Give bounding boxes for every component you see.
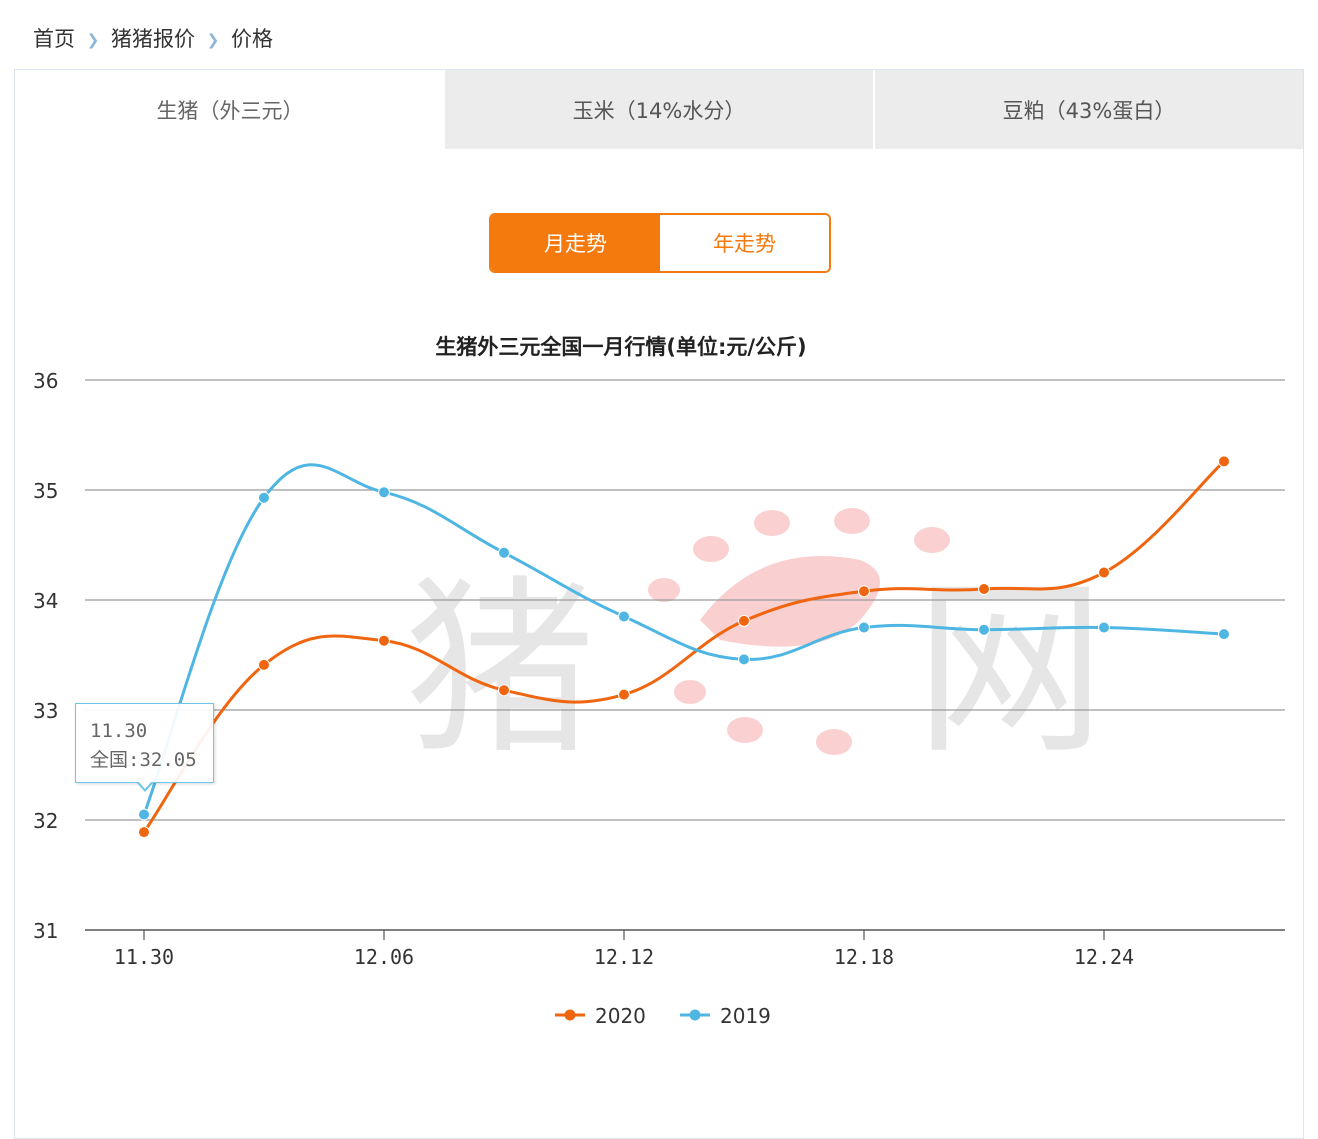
data-point-2020 (378, 634, 390, 647)
tooltip-value: 全国:32.05 (90, 749, 197, 771)
trend-toggle: 月走势 年走势 (489, 213, 831, 273)
y-tick-label: 31 (33, 919, 58, 943)
breadcrumb-price: 价格 (231, 27, 273, 51)
month-trend-button[interactable]: 月走势 (491, 215, 660, 271)
watermark-dots (648, 508, 950, 755)
y-tick-label: 32 (33, 809, 58, 833)
y-tick-label: 36 (33, 369, 58, 393)
data-point-2020 (978, 583, 990, 595)
legend-label-2020: 2020 (595, 1004, 646, 1028)
data-point-2019 (498, 546, 510, 559)
data-point-2020 (258, 658, 270, 671)
series-line-2020 (142, 460, 1226, 833)
y-tick-label: 35 (33, 479, 58, 503)
data-point-2020 (618, 688, 630, 701)
tab-soybean-meal[interactable]: 豆粕（43%蛋白） (875, 70, 1303, 149)
data-point-2019 (258, 491, 270, 504)
watermark-text-left: 猪 (405, 559, 595, 780)
data-point-2020 (138, 826, 150, 839)
data-point-2019 (618, 610, 630, 623)
x-tick-label: 12.24 (1074, 945, 1134, 969)
data-point-2020 (498, 684, 510, 697)
data-point-2019 (978, 623, 990, 636)
commodity-tabs: 生猪（外三元） 玉米（14%水分） 豆粕（43%蛋白） (15, 70, 1303, 149)
data-point-2019 (1098, 621, 1110, 634)
breadcrumb-pig-quotes[interactable]: 猪猪报价 (111, 27, 195, 51)
data-point-2019 (138, 808, 150, 821)
data-point-2020 (858, 585, 870, 598)
breadcrumb-home[interactable]: 首页 (33, 27, 75, 51)
tooltip-arrow-inner (138, 781, 152, 789)
data-point-2019 (1218, 628, 1230, 641)
chevron-right-icon: ❯ (206, 31, 220, 49)
data-point-2019 (858, 621, 870, 634)
x-tick-label: 11.30 (114, 945, 174, 969)
breadcrumb: 首页 ❯ 猪猪报价 ❯ 价格 (33, 22, 273, 54)
data-point-2020 (1098, 566, 1110, 579)
tab-corn[interactable]: 玉米（14%水分） (445, 70, 875, 149)
y-tick-label: 33 (33, 699, 58, 723)
legend-label-2019: 2019 (720, 1004, 771, 1028)
data-tooltip: 11.30 全国:32.05 (75, 703, 214, 792)
y-tick-label: 34 (33, 589, 58, 613)
watermark-text-right: 网 (915, 559, 1105, 780)
x-tick-label: 12.06 (354, 945, 414, 969)
legend-marker-2020 (564, 1009, 576, 1021)
data-point-2019 (378, 486, 390, 499)
legend-marker-2019 (689, 1009, 701, 1021)
x-tick-label: 12.18 (834, 945, 894, 969)
chart-title: 生猪外三元全国一月行情(单位:元/公斤) (435, 335, 806, 359)
tab-live-pig[interactable]: 生猪（外三元） (15, 70, 445, 149)
watermark-logo: 猪 网 (405, 508, 1105, 780)
data-point-2020 (1218, 455, 1230, 468)
chevron-right-icon: ❯ (86, 31, 100, 49)
data-point-2020 (738, 614, 750, 627)
data-point-2019 (738, 653, 750, 666)
year-trend-button[interactable]: 年走势 (660, 215, 829, 271)
x-tick-label: 12.12 (594, 945, 654, 969)
tooltip-date: 11.30 (90, 720, 148, 742)
price-panel: 生猪（外三元） 玉米（14%水分） 豆粕（43%蛋白） 月走势 年走势 (14, 69, 1304, 1139)
